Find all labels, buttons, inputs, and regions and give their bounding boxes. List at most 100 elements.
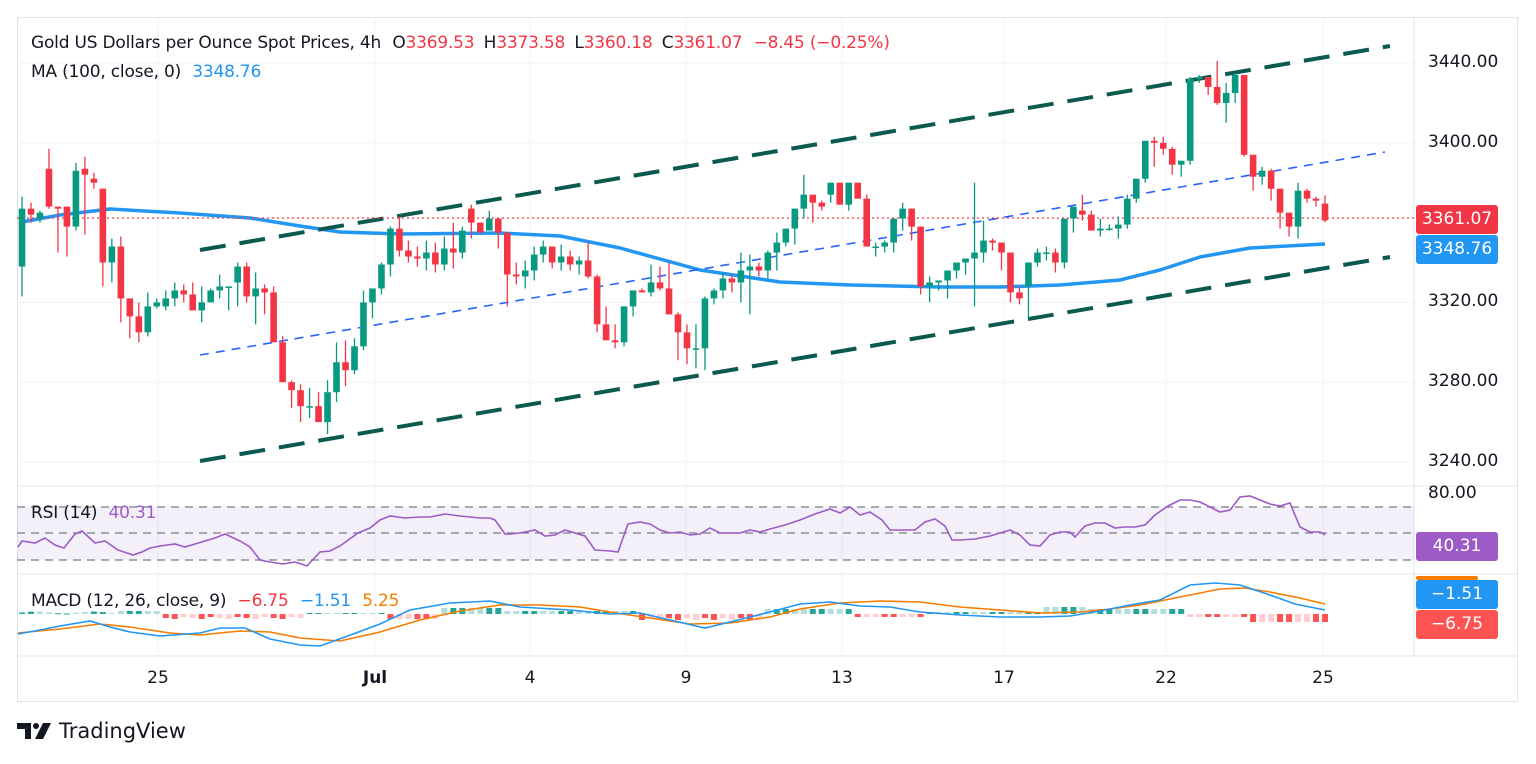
macd-histogram-bar	[683, 614, 690, 618]
candle-body	[387, 228, 394, 265]
candle-body	[1088, 214, 1095, 231]
macd-histogram-bar	[710, 614, 717, 620]
candle-body	[1007, 252, 1014, 293]
candle-body	[90, 178, 98, 183]
macd-histogram-bar	[531, 611, 538, 614]
macd-histogram-bar	[1124, 609, 1131, 614]
candle-body	[189, 294, 197, 311]
macd-histogram-bar	[297, 614, 304, 618]
candle-body	[1025, 262, 1032, 287]
macd-histogram-bar	[791, 609, 798, 614]
macd-histogram-bar	[549, 611, 556, 614]
candle-body	[1204, 76, 1212, 87]
macd-histogram-bar	[1016, 612, 1023, 614]
ma-value: 3348.76	[192, 62, 262, 82]
candle-body	[144, 306, 152, 333]
macd-histogram-bar	[342, 613, 349, 614]
candle-body	[584, 260, 592, 277]
macd-histogram-bar	[99, 612, 106, 614]
macd-histogram-bar	[872, 614, 879, 617]
macd-histogram-bar	[1268, 614, 1275, 622]
ma-price-tag: 3348.76	[1416, 235, 1498, 264]
rsi-line	[17, 495, 1326, 567]
macd-histogram-bar	[108, 613, 115, 615]
candle-body	[764, 252, 772, 271]
tradingview-logo[interactable]: TradingView	[17, 719, 186, 743]
candle-body	[153, 302, 161, 307]
candle-body	[198, 302, 206, 311]
candle-body	[620, 306, 628, 343]
macd-histogram-bar	[54, 613, 61, 615]
candle-body	[980, 240, 987, 253]
rsi-tag: 40.31	[1416, 532, 1498, 561]
macd-histogram-bar	[198, 614, 205, 619]
candle-body	[1168, 148, 1176, 165]
candle-body	[324, 392, 331, 423]
candle-body	[270, 292, 277, 343]
macd-histogram-bar	[1043, 607, 1050, 614]
candle-body	[1276, 188, 1284, 213]
macd-histogram-bar	[540, 611, 547, 614]
macd-histogram-bar	[719, 614, 726, 618]
macd-histogram-bar	[243, 614, 250, 618]
macd-histogram-bar	[360, 613, 367, 614]
candle-body	[755, 266, 763, 271]
macd-histogram-bar	[486, 608, 493, 614]
candle-body	[1016, 292, 1023, 299]
macd-line	[17, 582, 1326, 647]
macd-histogram-bar	[513, 611, 520, 614]
candle-body	[1070, 206, 1077, 219]
candle-body	[1303, 190, 1311, 199]
candle-body	[962, 258, 969, 263]
macd-histogram-bar	[773, 609, 780, 614]
macd-histogram-bar	[944, 612, 951, 614]
macd-histogram-bar	[603, 611, 610, 614]
candle-body	[45, 168, 53, 207]
time-tick: 4	[524, 668, 536, 688]
candle-body	[279, 342, 286, 383]
candle-body	[396, 228, 403, 251]
macd-histogram-bar	[1304, 614, 1311, 622]
candle-body	[1249, 154, 1257, 177]
macd-histogram-bar	[180, 614, 187, 617]
candle-body	[746, 266, 754, 271]
macd-histogram-bar	[495, 608, 502, 614]
candle-body	[836, 182, 844, 205]
macd-histogram-bar	[827, 609, 834, 614]
macd-histogram-bar	[953, 612, 960, 614]
candle-body	[728, 278, 736, 283]
candle-body	[539, 246, 547, 255]
candle-body	[548, 246, 556, 263]
candle-body	[36, 212, 44, 219]
candle-body	[351, 346, 358, 371]
macd-histogram-bar	[306, 613, 313, 614]
candle-body	[18, 208, 26, 267]
candle-body	[719, 278, 727, 291]
candle-body	[1294, 190, 1302, 227]
rsi-label: RSI (14)	[31, 503, 98, 523]
change-value: −8.45 (−0.25%)	[753, 33, 890, 53]
macd-histogram-bar	[144, 611, 151, 614]
macd-histogram-bar	[1142, 609, 1149, 614]
macd-line-value: −1.51	[299, 591, 351, 611]
macd-histogram-bar	[36, 611, 43, 614]
candle-body	[216, 286, 223, 291]
candle-body	[54, 206, 62, 209]
macd-signal-value: 5.25	[362, 591, 400, 611]
macd-histogram-bar	[782, 609, 789, 614]
last-price-tag: 3361.07	[1416, 205, 1498, 234]
close-value: 3361.07	[673, 33, 743, 53]
macd-histogram-bar	[315, 613, 322, 614]
macd-histogram-bar	[351, 613, 358, 614]
macd-histogram-bar	[1115, 609, 1122, 614]
macd-histogram-bar	[477, 608, 484, 614]
candle-body	[971, 252, 978, 259]
macd-histogram-bar	[405, 614, 412, 619]
candle-body	[81, 168, 89, 175]
macd-hist-tag: −6.75	[1416, 610, 1498, 639]
candle-body	[503, 232, 511, 275]
macd-histogram-bar	[1070, 607, 1077, 614]
macd-histogram-bar	[522, 611, 529, 614]
macd-histogram-bar	[1322, 614, 1328, 622]
